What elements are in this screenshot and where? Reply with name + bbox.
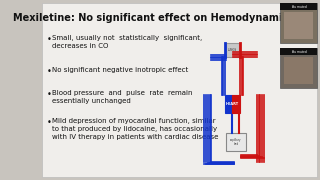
Text: Blood pressure  and  pulse  rate  remain
essentially unchanged: Blood pressure and pulse rate remain ess…	[52, 90, 192, 104]
Bar	[280, 3, 317, 10]
Text: HEART: HEART	[226, 102, 239, 106]
Text: No significant negative inotropic effect: No significant negative inotropic effect	[52, 67, 188, 73]
Text: Small, usually not  statistically  significant,
decreases in CO: Small, usually not statistically signifi…	[52, 35, 202, 49]
Text: •: •	[47, 67, 52, 76]
Text: You muted: You muted	[291, 50, 307, 53]
Bar	[232, 95, 240, 113]
Text: Mild depression of myocardial function, similar
to that produced by lidocaine, h: Mild depression of myocardial function, …	[52, 118, 218, 140]
Text: •: •	[47, 118, 52, 127]
Text: Mexiletine: No significant effect on Hemodynamics: Mexiletine: No significant effect on Hem…	[13, 13, 294, 23]
Text: •: •	[47, 90, 52, 99]
Bar	[280, 48, 317, 88]
Text: •: •	[47, 35, 52, 44]
Bar	[284, 12, 313, 39]
Bar	[284, 57, 313, 84]
Text: capillary
bed: capillary bed	[230, 138, 242, 146]
Text: LUNGS: LUNGS	[228, 48, 237, 52]
Bar	[225, 95, 232, 113]
Bar	[280, 48, 317, 55]
Bar	[226, 43, 239, 57]
Text: You muted: You muted	[291, 4, 307, 8]
Bar	[226, 133, 245, 151]
Bar	[280, 3, 317, 43]
